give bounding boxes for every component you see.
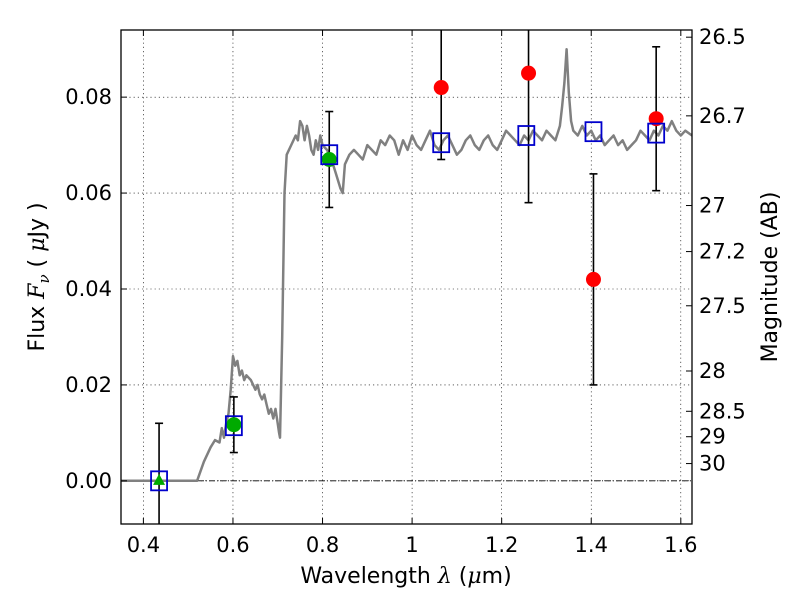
model-square-point: [150, 470, 168, 492]
y-tick-label: 0.02: [65, 373, 112, 397]
axes-frame: [120, 29, 693, 525]
y-tick-label: 0.06: [65, 181, 112, 205]
plot-area: [121, 30, 692, 524]
model-square-point: [320, 144, 339, 166]
axis-ticks: 0.4 0.6 0.8 1 1.2 1.4 1.6 0.00 0.02 0.04 0.06 0.08 2…: [65, 25, 746, 557]
model-spectrum-line: [121, 47, 692, 483]
green-circle-point: [321, 151, 337, 167]
x-tick-label: 1.4: [575, 533, 608, 557]
y-tick-label: 0.08: [65, 85, 112, 109]
y2-tick-label: 27.5: [699, 294, 746, 318]
x-tick-label: 0.4: [127, 533, 160, 557]
y2-tick-label: 29: [699, 425, 726, 449]
x-tick-label: 1.6: [664, 533, 697, 557]
green-triangle-point: [153, 473, 166, 485]
y2-axis-label: Magnitude (AB): [758, 192, 783, 363]
y2-tick-label: 30: [699, 452, 726, 476]
x-tick-label: 1.2: [485, 533, 518, 557]
model-square-point: [647, 122, 666, 144]
y2-tick-label: 28: [699, 359, 726, 383]
green-circle-point: [226, 417, 242, 433]
y2-tick-label: 28.5: [699, 399, 746, 423]
x-tick-label: 0.6: [216, 533, 249, 557]
model-square-point: [432, 132, 451, 154]
red-circle-point: [648, 111, 664, 127]
model-square-point: [517, 125, 536, 146]
y-axis-label: Flux Fν ( μJy ): [25, 202, 53, 351]
y2-tick-label: 26.5: [699, 25, 746, 49]
x-tick-label: 0.8: [306, 533, 339, 557]
y-tick-label: 0.04: [65, 277, 112, 301]
x-tick-label: 1: [405, 533, 418, 557]
y2-tick-label: 26.7: [699, 104, 746, 128]
red-circle-point: [521, 65, 537, 81]
model-square-point: [584, 121, 603, 143]
y2-tick-label: 27.2: [699, 240, 746, 264]
y-tick-label: 0.00: [65, 469, 112, 493]
red-circle-point: [585, 271, 601, 287]
x-axis-label: Wavelength λ (μm): [300, 564, 511, 589]
y2-tick-label: 27: [699, 194, 726, 218]
plot-clipped: [121, 30, 692, 524]
red-circle-point: [433, 80, 449, 96]
grid-lines: [121, 30, 692, 524]
model-square-point: [224, 415, 243, 437]
